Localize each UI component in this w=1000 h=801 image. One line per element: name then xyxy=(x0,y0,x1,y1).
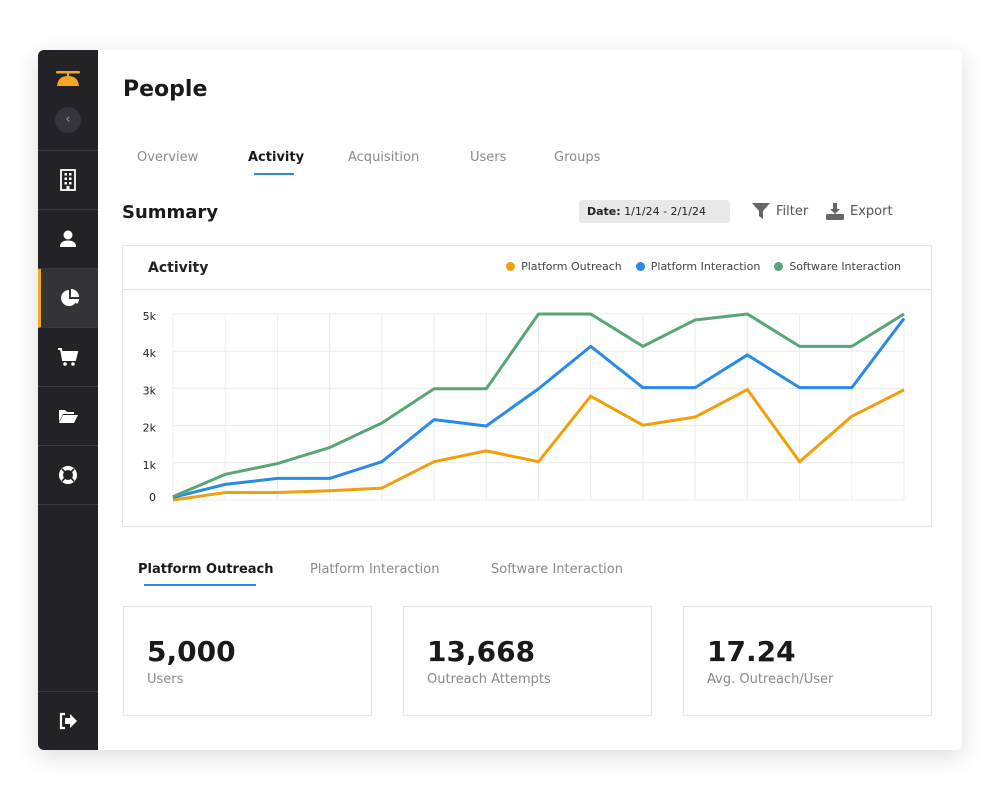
date-value: 1/1/24 - 2/1/24 xyxy=(624,205,706,218)
download-icon xyxy=(826,203,844,220)
active-subtab-indicator xyxy=(144,584,256,586)
logout-icon xyxy=(59,712,77,730)
export-label: Export xyxy=(850,204,893,219)
folder-open-icon xyxy=(59,410,78,423)
filter-button[interactable]: Filter xyxy=(752,203,808,219)
subtab-platform-interaction[interactable]: Platform Interaction xyxy=(310,562,440,577)
chart-title: Activity xyxy=(148,260,209,276)
tab-overview[interactable]: Overview xyxy=(137,150,199,165)
sidebar-item-files[interactable] xyxy=(38,387,98,446)
sidebar-item-people[interactable] xyxy=(38,210,98,269)
logo-area: ‹ xyxy=(38,50,98,151)
stat-label: Users xyxy=(147,672,184,687)
date-range-picker[interactable]: Date: 1/1/24 - 2/1/24 xyxy=(579,200,730,223)
y-tick-label: 1k xyxy=(143,459,157,472)
active-tab-indicator xyxy=(254,173,294,175)
logout-button[interactable] xyxy=(38,691,98,750)
building-icon xyxy=(60,169,76,191)
user-icon xyxy=(60,230,76,247)
legend-item-software-interaction[interactable]: Software Interaction xyxy=(774,260,901,273)
collapse-sidebar-button[interactable]: ‹ xyxy=(55,107,81,133)
legend-label: Platform Outreach xyxy=(521,260,622,273)
sidebar-item-shop[interactable] xyxy=(38,328,98,387)
y-tick-label: 2k xyxy=(143,422,157,435)
legend-dot xyxy=(506,262,516,271)
legend-item-platform-interaction[interactable]: Platform Interaction xyxy=(635,260,761,273)
sidebar-item-analytics[interactable] xyxy=(38,269,98,328)
y-tick-label: 3k xyxy=(143,384,157,397)
filter-label: Filter xyxy=(776,203,809,219)
stat-card-avg-outreach: 17.24 Avg. Outreach/User xyxy=(683,606,932,716)
legend-dot xyxy=(635,262,645,271)
stat-label: Avg. Outreach/User xyxy=(707,672,834,687)
app-window: ‹ People Overview Activity Acquisition U… xyxy=(38,50,962,750)
date-label: Date: xyxy=(587,205,621,218)
y-tick-label: 4k xyxy=(143,347,157,360)
tab-users[interactable]: Users xyxy=(470,150,507,165)
legend-dot xyxy=(774,262,784,271)
stat-value: 5,000 xyxy=(147,635,236,668)
tab-acquisition[interactable]: Acquisition xyxy=(348,150,420,165)
stat-card-users: 5,000 Users xyxy=(123,606,372,716)
stat-card-outreach-attempts: 13,668 Outreach Attempts xyxy=(403,606,652,716)
sidebar: ‹ xyxy=(38,50,98,750)
page-title: People xyxy=(123,77,208,102)
pie-chart-icon xyxy=(60,289,79,306)
summary-heading: Summary xyxy=(122,202,219,223)
chart-legend: Platform Outreach Platform Interaction S… xyxy=(506,260,901,273)
chart-header: Activity Platform Outreach Platform Inte… xyxy=(123,246,931,290)
stat-value: 17.24 xyxy=(707,635,796,668)
stat-label: Outreach Attempts xyxy=(427,672,551,687)
activity-chart-panel: Activity Platform Outreach Platform Inte… xyxy=(122,245,932,527)
propeller-hat-logo-icon xyxy=(56,71,80,86)
y-tick-label: 0 xyxy=(149,491,156,504)
subtab-platform-outreach[interactable]: Platform Outreach xyxy=(138,562,274,577)
filter-icon xyxy=(752,203,770,219)
tab-groups[interactable]: Groups xyxy=(554,150,601,165)
line-chart: 0 1k 2k 3k 4k 5k xyxy=(143,310,906,504)
tab-activity[interactable]: Activity xyxy=(248,150,305,165)
cart-icon xyxy=(58,348,79,366)
legend-item-platform-outreach[interactable]: Platform Outreach xyxy=(506,260,622,273)
sidebar-item-support[interactable] xyxy=(38,446,98,505)
stat-value: 13,668 xyxy=(427,635,536,668)
export-button[interactable]: Export xyxy=(826,203,893,220)
legend-label: Software Interaction xyxy=(789,260,901,273)
sidebar-item-buildings[interactable] xyxy=(38,151,98,210)
legend-label: Platform Interaction xyxy=(650,260,761,273)
subtab-software-interaction[interactable]: Software Interaction xyxy=(491,562,623,577)
lifebuoy-icon xyxy=(59,466,77,484)
y-tick-label: 5k xyxy=(143,310,157,323)
